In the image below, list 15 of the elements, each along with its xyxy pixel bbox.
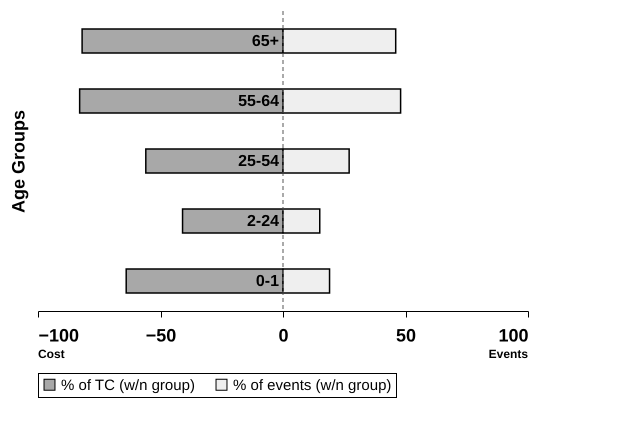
x-tick-label: −50 [146, 326, 176, 346]
y-tick-label: 65+ [252, 33, 279, 50]
x-tick-label: −100 [38, 326, 80, 346]
y-tick-label: 25-54 [238, 153, 280, 170]
legend-label: % of TC (w/n group) [61, 376, 195, 394]
legend-label: % of events (w/n group) [233, 376, 392, 394]
x-tick-label: 50 [396, 326, 416, 346]
y-tick-label: 2-24 [246, 213, 280, 230]
text: Events [488, 347, 528, 361]
y-tick-label: 55-64 [238, 93, 280, 110]
x-tick-label: 100 [498, 326, 528, 346]
y-axis-title: Age Groups [8, 110, 28, 214]
x-tick-label: 0 [278, 326, 289, 346]
text: Cost [38, 347, 65, 361]
y-tick-label: 0-1 [256, 273, 280, 290]
